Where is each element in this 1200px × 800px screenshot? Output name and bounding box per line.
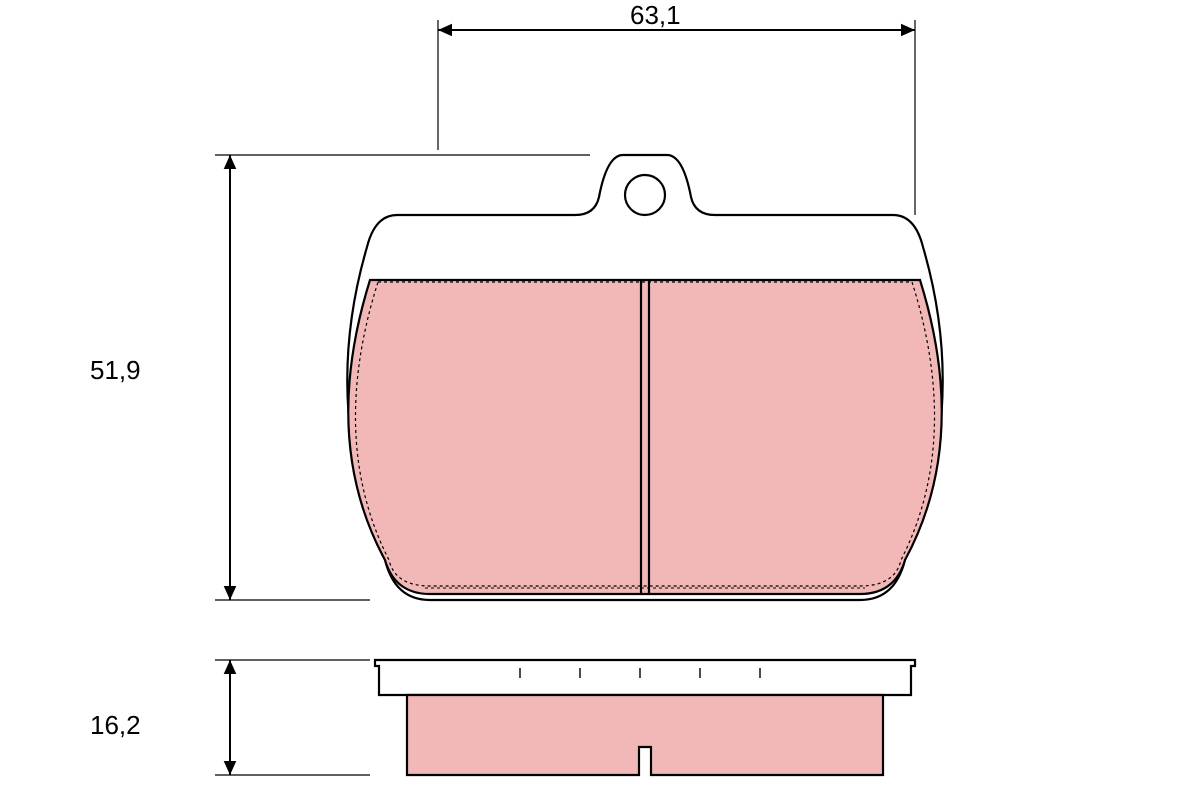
mounting-hole	[625, 175, 665, 215]
friction-pad-side	[407, 695, 883, 775]
backing-plate-side	[375, 660, 915, 695]
friction-pad-front	[348, 280, 941, 594]
thickness-dimension-label: 16,2	[90, 710, 141, 741]
height-dimension-label: 51,9	[90, 355, 141, 386]
width-dimension-label: 63,1	[630, 0, 681, 31]
